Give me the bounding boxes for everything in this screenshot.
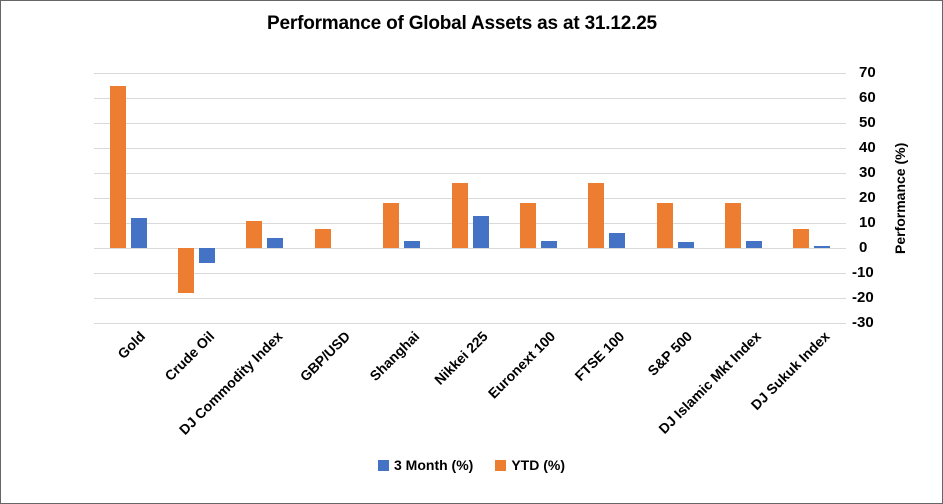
- gridline: [94, 272, 846, 274]
- bar-3-month-dj-commodity-index: [267, 238, 284, 248]
- bar-3-month-nikkei-225: [472, 215, 489, 248]
- chart-title: Performance of Global Assets as at 31.12…: [267, 13, 657, 34]
- bar-3-month-s-p-500: [677, 241, 694, 248]
- value-tick-label: 50: [859, 114, 876, 131]
- gridline: [94, 122, 846, 124]
- bar-3-month-gold: [130, 218, 147, 248]
- gridline: [94, 97, 846, 99]
- bar-ytd-crude-oil: [178, 248, 195, 293]
- gridline: [94, 72, 846, 74]
- value-axis-title: Performance (%): [892, 142, 908, 254]
- bar-3-month-ftse-100: [609, 233, 626, 248]
- bar-3-month-shanghai: [404, 240, 421, 248]
- bar-ytd-dj-sukuk-index: [793, 229, 810, 248]
- bar-ytd-gold: [109, 85, 126, 248]
- gridline: [94, 147, 846, 149]
- gridline: [94, 247, 846, 249]
- legend-label-3month: 3 Month (%): [394, 457, 474, 473]
- gridline: [94, 297, 846, 299]
- value-tick-label: -10: [852, 264, 874, 281]
- bar-3-month-crude-oil: [199, 248, 216, 263]
- value-tick-label: 40: [859, 139, 876, 156]
- gridline: [94, 222, 846, 224]
- value-tick-label: -20: [852, 289, 874, 306]
- value-tick-label: 0: [859, 239, 868, 256]
- value-tick-label: -30: [852, 314, 874, 331]
- bar-3-month-dj-islamic-mkt-index: [745, 240, 762, 248]
- legend-swatch-ytd-icon: [495, 459, 507, 471]
- value-tick-label: 70: [859, 64, 876, 81]
- bar-ytd-dj-islamic-mkt-index: [724, 203, 741, 248]
- bar-ytd-shanghai: [383, 203, 400, 248]
- bar-3-month-euronext-100: [540, 240, 557, 248]
- legend-label-ytd: YTD (%): [511, 457, 565, 473]
- bar-ytd-dj-commodity-index: [246, 220, 263, 248]
- bar-ytd-nikkei-225: [451, 183, 468, 248]
- legend: 3 Month (%) YTD (%): [1, 457, 942, 473]
- bar-ytd-gbp-usd: [314, 229, 331, 248]
- value-tick-label: 30: [859, 164, 876, 181]
- bar-ytd-s-p-500: [656, 203, 673, 248]
- gridline: [94, 322, 846, 324]
- gridline: [94, 172, 846, 174]
- value-tick-label: 20: [859, 189, 876, 206]
- bar-ytd-ftse-100: [588, 183, 605, 248]
- legend-item-ytd: YTD (%): [495, 457, 565, 473]
- bar-3-month-dj-sukuk-index: [814, 245, 831, 248]
- gridline: [94, 197, 846, 199]
- value-tick-label: 60: [859, 89, 876, 106]
- value-tick-label: 10: [859, 214, 876, 231]
- legend-item-3month: 3 Month (%): [378, 457, 473, 473]
- legend-swatch-3month-icon: [378, 459, 389, 471]
- bar-ytd-euronext-100: [519, 203, 536, 248]
